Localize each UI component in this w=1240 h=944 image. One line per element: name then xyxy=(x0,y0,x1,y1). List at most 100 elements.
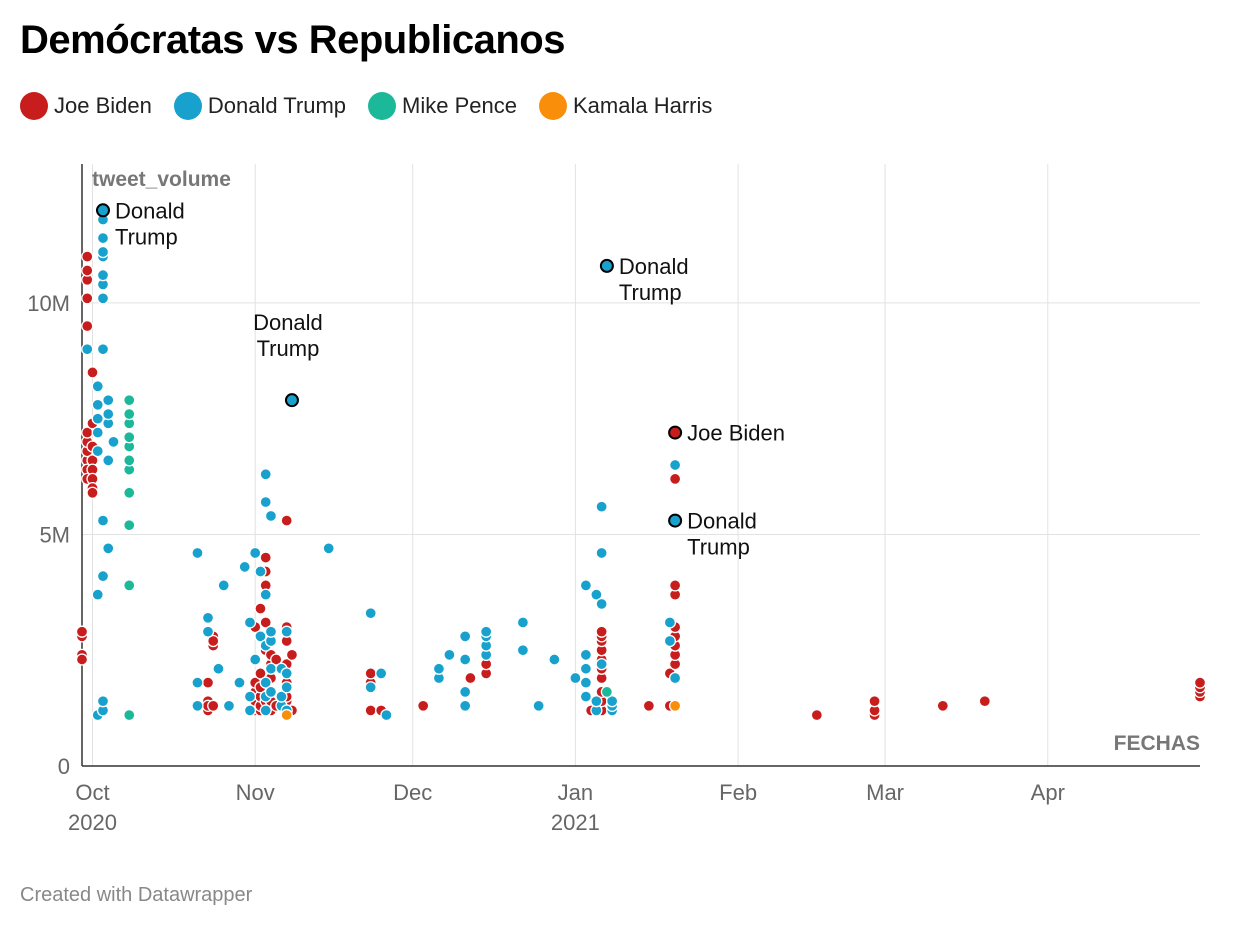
data-point xyxy=(207,634,220,648)
data-point xyxy=(96,245,110,259)
data-points xyxy=(75,204,1207,722)
data-point xyxy=(810,708,823,722)
data-point xyxy=(264,662,278,675)
x-tick-sublabel: 2020 xyxy=(68,810,117,835)
data-point xyxy=(464,671,477,685)
data-point xyxy=(579,662,593,675)
data-point xyxy=(249,653,262,666)
y-tick-label: 0 xyxy=(58,754,70,779)
data-point xyxy=(364,681,377,694)
data-point xyxy=(102,407,115,421)
legend-label: Mike Pence xyxy=(402,93,517,118)
data-point xyxy=(595,597,608,611)
data-point xyxy=(259,704,272,717)
data-point xyxy=(280,708,293,722)
data-point xyxy=(123,708,136,722)
data-point xyxy=(480,625,493,638)
data-point xyxy=(259,676,272,689)
legend-swatch xyxy=(20,92,48,120)
x-tick-label: Jan xyxy=(558,780,593,805)
annotation-label: Trump xyxy=(619,280,682,305)
data-point xyxy=(254,565,267,578)
data-point xyxy=(459,653,472,666)
data-point xyxy=(595,625,608,638)
data-point xyxy=(1193,676,1207,689)
x-tick-label: Apr xyxy=(1031,780,1065,805)
x-axis-title: FECHAS xyxy=(1114,732,1200,755)
highlighted-point xyxy=(284,393,299,408)
legend-item: Joe Biden xyxy=(20,92,152,120)
legend-label: Donald Trump xyxy=(207,93,347,118)
data-point xyxy=(548,653,561,666)
data-point xyxy=(668,671,682,685)
data-point xyxy=(191,546,204,560)
data-point xyxy=(459,699,472,712)
data-point xyxy=(102,394,115,407)
data-point xyxy=(81,250,94,263)
annotation-label: Joe Biden xyxy=(687,421,785,446)
x-tick-sublabel: 2021 xyxy=(551,810,600,835)
data-point xyxy=(595,657,608,671)
data-point xyxy=(264,685,278,699)
data-point xyxy=(254,602,267,615)
data-point xyxy=(516,644,530,657)
data-point xyxy=(123,454,136,467)
data-point xyxy=(595,500,608,513)
data-point xyxy=(590,588,603,601)
data-point xyxy=(86,486,99,499)
data-point xyxy=(81,319,94,333)
data-point xyxy=(270,653,283,666)
data-point xyxy=(123,407,136,421)
legend-label: Joe Biden xyxy=(54,93,152,118)
data-point xyxy=(91,588,104,601)
data-point xyxy=(96,514,110,527)
gridlines xyxy=(82,164,1200,766)
data-point xyxy=(107,435,120,448)
footer-credit: Created with Datawrapper xyxy=(20,884,253,906)
data-point xyxy=(259,616,272,629)
data-point xyxy=(579,648,593,662)
annotation-label: Donald xyxy=(115,198,185,223)
data-point xyxy=(75,653,89,666)
data-point xyxy=(96,695,110,708)
annotation-label: Donald xyxy=(619,254,689,279)
data-point xyxy=(569,671,582,685)
x-tick-label: Mar xyxy=(866,780,904,805)
data-point xyxy=(364,704,377,717)
data-point xyxy=(201,625,215,638)
data-point xyxy=(191,699,204,712)
annotation-label: Trump xyxy=(687,535,750,560)
annotation-label: Donald xyxy=(253,310,323,335)
axis-ticks: Oct 2020 Nov Dec Jan 2021 Feb Mar Apr 0 5M 10M xyxy=(27,291,1065,835)
data-point xyxy=(201,676,215,689)
data-point xyxy=(579,690,593,703)
data-point xyxy=(217,579,230,592)
annotation-label: Donald xyxy=(687,509,757,534)
data-point xyxy=(322,542,335,555)
data-point xyxy=(285,648,299,662)
data-point xyxy=(259,551,272,564)
data-point xyxy=(264,625,278,638)
data-point xyxy=(280,681,293,694)
data-point xyxy=(595,546,608,560)
data-point xyxy=(91,426,104,439)
data-point xyxy=(417,699,430,712)
data-point xyxy=(280,514,293,527)
data-point xyxy=(590,695,603,708)
data-point xyxy=(75,625,89,638)
data-point xyxy=(868,695,881,708)
axes: tweet_volume FECHAS xyxy=(81,164,1200,767)
data-point xyxy=(668,699,682,712)
highlighted-point xyxy=(599,258,614,273)
data-point xyxy=(123,431,136,444)
legend-item: Kamala Harris xyxy=(539,92,712,120)
data-point xyxy=(532,699,545,712)
legend-item: Donald Trump xyxy=(173,92,347,120)
data-point xyxy=(81,292,94,305)
data-point xyxy=(102,454,115,467)
data-point xyxy=(243,704,257,717)
legend-swatch xyxy=(173,92,202,120)
data-point xyxy=(96,231,110,245)
annotation-label: Trump xyxy=(257,336,320,361)
data-point xyxy=(249,546,262,560)
